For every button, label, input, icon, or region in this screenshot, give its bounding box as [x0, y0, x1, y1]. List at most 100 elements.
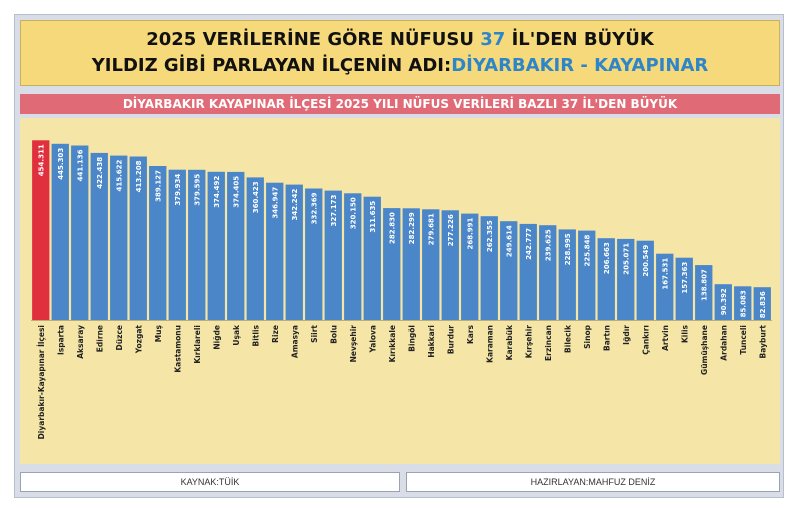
bar-3	[71, 145, 89, 320]
bar-22	[441, 210, 459, 320]
category-label-31: Iğdır	[622, 325, 631, 345]
bar-6	[129, 156, 147, 320]
category-label-7: Muş	[154, 324, 163, 342]
category-label-5: Düzce	[115, 325, 124, 350]
category-label-33: Artvin	[661, 325, 670, 351]
bar-35	[695, 265, 713, 320]
title-line-1-suffix: İL'DEN BÜYÜK	[505, 29, 654, 50]
bar-13	[266, 182, 284, 320]
category-label-14: Amasya	[290, 325, 299, 358]
bar-18	[363, 196, 381, 320]
bar-27	[539, 225, 557, 320]
value-label-17: 320.150	[349, 197, 357, 229]
value-label-8: 379.934	[174, 174, 182, 206]
bar-26	[519, 223, 537, 320]
category-label-27: Erzincan	[544, 325, 553, 361]
value-label-1: 454.311	[37, 144, 45, 176]
bar-21	[422, 209, 440, 320]
category-label-15: Siirt	[310, 325, 319, 343]
bar-1	[32, 140, 50, 320]
value-label-16: 327.173	[330, 194, 338, 226]
category-label-4: Edirne	[95, 325, 104, 352]
category-label-24: Karaman	[485, 325, 494, 363]
bar-29	[578, 230, 596, 320]
bar-32	[636, 240, 654, 320]
bar-14	[285, 184, 303, 320]
source-footer: KAYNAK:TÜİK	[20, 472, 400, 492]
category-label-10: Niğde	[212, 325, 221, 350]
title-line-1-accent: 37	[480, 29, 506, 50]
category-label-6: Yozgat	[134, 325, 143, 355]
value-label-5: 415.622	[115, 159, 123, 191]
value-label-19: 282.830	[388, 212, 396, 244]
category-label-17: Nevşehir	[349, 325, 358, 363]
bar-28	[558, 229, 576, 320]
category-label-29: Sinop	[583, 324, 592, 348]
value-label-23: 268.991	[466, 217, 474, 249]
value-label-34: 157.363	[681, 262, 689, 294]
value-label-25: 249.614	[505, 225, 513, 257]
category-label-9: Kırklareli	[193, 325, 202, 364]
value-label-26: 242.777	[525, 228, 533, 260]
category-label-37: Tunceli	[739, 325, 748, 355]
bar-8	[168, 169, 186, 320]
value-label-22: 277.226	[447, 214, 455, 246]
category-label-22: Burdur	[446, 325, 455, 354]
title-line-2-accent: DİYARBAKIR - KAYAPINAR	[451, 55, 709, 76]
category-label-8: Kastamonu	[173, 325, 182, 373]
bar-4	[90, 152, 108, 320]
bar-24	[480, 216, 498, 320]
bar-12	[246, 177, 264, 320]
value-label-35: 138.807	[700, 269, 708, 301]
title-line-2: YILDIZ GİBİ PARLAYAN İLÇENİN ADI:DİYARBA…	[21, 53, 779, 79]
bar-chart: 454.311 Diyarbakır-Kayapınar İlçesi 445.30…	[31, 140, 772, 439]
title-banner: 2025 VERİLERİNE GÖRE NÜFUSU 37 İL'DEN BÜ…	[20, 20, 780, 86]
bar-31	[617, 238, 635, 320]
title-line-1-prefix: 2025 VERİLERİNE GÖRE NÜFUSU	[146, 29, 481, 50]
category-label-19: Kırıkkale	[388, 325, 397, 362]
bar-19	[383, 208, 401, 320]
bar-33	[656, 253, 674, 320]
value-label-14: 342.242	[291, 188, 299, 220]
category-label-13: Rize	[271, 325, 280, 343]
bar-5	[110, 155, 128, 320]
bar-7	[149, 166, 167, 320]
bar-30	[597, 238, 615, 320]
bar-11	[227, 171, 245, 320]
bar-20	[402, 208, 420, 320]
bar-25	[500, 221, 518, 320]
bar-16	[324, 190, 342, 320]
value-label-20: 282.299	[408, 212, 416, 244]
bar-37	[734, 286, 752, 320]
value-label-9: 379.595	[193, 174, 201, 206]
category-label-28: Bilecik	[563, 324, 572, 353]
category-label-16: Bolu	[329, 325, 338, 344]
category-label-2: Isparta	[56, 325, 65, 355]
value-label-12: 360.423	[252, 181, 260, 213]
title-line-1: 2025 VERİLERİNE GÖRE NÜFUSU 37 İL'DEN BÜ…	[21, 27, 779, 53]
category-label-32: Çankırı	[641, 325, 650, 355]
category-label-23: Kars	[466, 324, 475, 344]
category-label-34: Kilis	[680, 324, 689, 343]
category-label-30: Bartın	[602, 325, 611, 351]
value-label-32: 200.549	[642, 245, 650, 277]
value-label-13: 346.947	[271, 187, 279, 219]
category-label-26: Kırşehir	[524, 325, 533, 359]
category-label-20: Bingöl	[407, 325, 416, 352]
value-label-33: 167.531	[661, 258, 669, 290]
value-label-11: 374.405	[232, 176, 240, 208]
chart-area: 454.311 Diyarbakır-Kayapınar İlçesi 445.30…	[20, 118, 780, 464]
bar-15	[305, 188, 323, 320]
value-label-38: 82.836	[759, 291, 767, 318]
category-label-36: Ardahan	[719, 325, 728, 361]
value-label-10: 374.492	[213, 176, 221, 208]
subtitle-banner: DİYARBAKIR KAYAPINAR İLÇESİ 2025 YILI NÜ…	[20, 94, 780, 114]
category-label-18: Yalova	[368, 325, 377, 353]
value-label-24: 262.355	[486, 220, 494, 252]
bar-38	[753, 287, 771, 320]
bar-23	[461, 213, 479, 320]
value-label-28: 228.995	[564, 233, 572, 265]
value-label-30: 206.663	[603, 242, 611, 274]
value-label-18: 311.635	[369, 201, 377, 233]
bar-2	[51, 143, 69, 320]
